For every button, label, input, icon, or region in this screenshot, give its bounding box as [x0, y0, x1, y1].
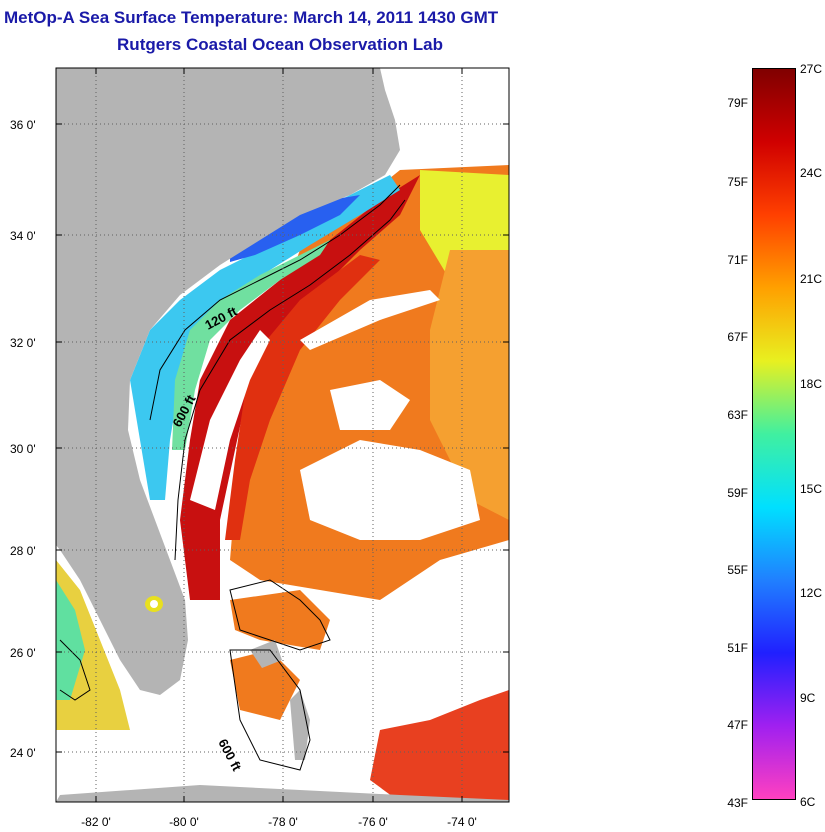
lon-label: -78 0' [268, 815, 298, 829]
contour-120ft [149, 184, 401, 421]
southern-warm-patch [370, 690, 509, 802]
cloud-patch [330, 380, 410, 430]
colorbar-c-label: 12C [800, 586, 823, 600]
contour-bahamas [229, 579, 331, 651]
lat-label: 24 0' [10, 746, 36, 760]
contour-600ft [174, 199, 406, 561]
bahamas-island [290, 690, 310, 760]
colorbar-f-label: 55F [727, 563, 748, 577]
bahamas-island [250, 640, 282, 668]
map-subtitle: Rutgers Coastal Ocean Observation Lab [117, 35, 443, 54]
colorbar-f-label: 43F [727, 796, 748, 810]
lon-label: -80 0' [169, 815, 199, 829]
lon-label: -76 0' [358, 815, 388, 829]
cuba-coast [56, 785, 509, 802]
lat-label: 28 0' [10, 544, 36, 558]
colorbar-c-label: 24C [800, 166, 823, 180]
map-title: MetOp-A Sea Surface Temperature: March 1… [4, 8, 499, 27]
shelf-cold-patch [230, 195, 360, 262]
southern-warm-patch [230, 650, 300, 720]
lat-label: 30 0' [10, 442, 36, 456]
colorbar-f-label: 67F [727, 330, 748, 344]
shelf-water-region [130, 175, 400, 500]
offshore-light-orange-region [430, 250, 509, 520]
gulf-stream-edge [225, 255, 380, 540]
colorbar-c-label: 27C [800, 62, 823, 76]
colorbar-f-label: 51F [727, 641, 748, 655]
lon-label: -74 0' [447, 815, 477, 829]
temperature-colorbar [752, 68, 796, 800]
colorbar-c-label: 9C [800, 691, 816, 705]
colorbar-c-label: 15C [800, 482, 823, 496]
colorbar-f-label: 59F [727, 486, 748, 500]
cloud-patch [300, 440, 480, 540]
colorbar-f-label: 79F [727, 96, 748, 110]
axis-ticks [56, 68, 509, 802]
colorbar-c-label: 21C [800, 272, 823, 286]
colorbar-c-label: 6C [800, 795, 816, 809]
lat-label: 32 0' [10, 336, 36, 350]
west-florida-shelf [56, 560, 130, 730]
lat-label: 36 0' [10, 118, 36, 132]
lat-label: 26 0' [10, 646, 36, 660]
west-florida-shelf-cool [56, 580, 85, 700]
contour-south [59, 639, 91, 701]
lat-label: 34 0' [10, 229, 36, 243]
colorbar-c-label: 18C [800, 377, 823, 391]
lake-okeechobee-core [150, 600, 158, 608]
colorbar-f-label: 71F [727, 253, 748, 267]
lon-label: -82 0' [81, 815, 111, 829]
colorbar-f-label: 75F [727, 175, 748, 189]
land-mass [56, 68, 400, 695]
colorbar-f-label: 63F [727, 408, 748, 422]
contour-bahamas [229, 649, 311, 771]
cloud-streak [300, 290, 440, 350]
cloud-streak [190, 330, 270, 510]
colorbar-f-label: 47F [727, 718, 748, 732]
